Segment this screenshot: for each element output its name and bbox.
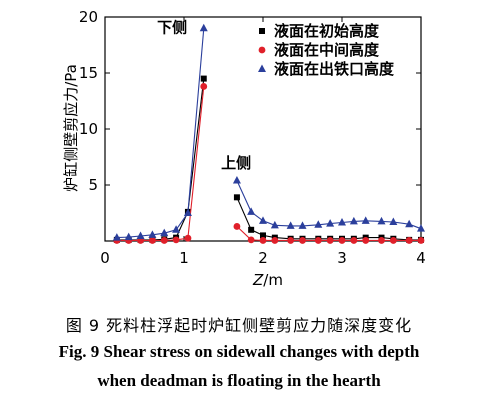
series-triangle [112,23,425,241]
y-tick-label: 10 [79,120,98,138]
data-point [136,231,145,239]
x-tick-label: 2 [258,249,268,267]
legend-entry: 液面在出铁口高度 [274,60,395,78]
caption-english-line1: Fig. 9 Shear stress on sidewall changes … [58,342,420,361]
data-point [247,207,256,215]
data-point [200,75,207,82]
data-point [172,236,180,244]
data-point [326,219,335,227]
y-tick-label: 5 [88,176,98,194]
data-point [184,234,192,242]
data-point [361,216,370,224]
data-point [233,194,240,201]
annotation-label: 下侧 [157,19,187,37]
caption-english-line2: when deadman is floating in the hearth [97,371,381,390]
series-square [113,75,424,243]
legend-entry: 液面在初始高度 [274,22,380,40]
x-axis-unit: /m [263,271,283,289]
data-point [200,83,208,90]
data-point [172,225,181,233]
data-point [377,216,386,225]
legend-entry: 液面在中间高度 [274,41,380,59]
data-point [405,219,414,228]
data-series [112,23,425,244]
data-point [299,237,306,244]
data-point [389,237,397,244]
data-point [417,224,425,232]
data-point [378,237,385,244]
x-tick-label: 4 [416,249,426,267]
x-tick-label: 1 [179,249,189,267]
data-point [199,23,208,32]
y-tick-label: 20 [79,8,98,26]
data-point [350,237,358,244]
data-point [298,221,307,229]
data-point [247,236,255,244]
data-point [183,208,192,216]
x-axis-variable: Z [252,271,264,289]
data-point [389,217,398,225]
series-line [116,86,205,241]
data-point [286,221,295,229]
x-axis-label: Z/m [252,271,283,289]
data-point [362,237,370,244]
axis-ticks: 0 1 2 3 4 5 10 15 20 [79,8,426,267]
data-point [417,237,425,244]
data-point [160,228,169,237]
data-point [260,232,266,239]
data-point [270,220,279,229]
legend-marker [258,46,266,54]
data-point [349,216,358,225]
data-point [232,176,241,184]
y-axis-label: 炉缸侧壁剪应力/Pa [62,64,80,192]
data-point [314,237,322,244]
data-point [148,230,157,238]
data-point [160,237,168,244]
caption-chinese: 图 9 死料柱浮起时炉缸侧壁剪应力随深度变化 [65,316,413,335]
series-circle [113,83,425,244]
annotation-label: 上侧 [221,154,251,172]
data-point [259,237,267,244]
data-point [338,237,346,244]
data-point [124,232,133,241]
legend-marker [258,64,266,72]
x-tick-label: 0 [100,249,110,267]
data-point [271,237,279,244]
data-point [405,237,413,244]
legend-marker [259,28,265,34]
data-point [233,223,241,230]
data-point [259,216,267,224]
data-point [287,237,295,244]
data-point [248,226,255,233]
data-point [326,237,334,244]
data-point [338,218,346,226]
data-point [112,233,121,241]
data-point [314,220,323,228]
x-tick-label: 3 [337,249,347,267]
data-point [149,237,156,244]
y-tick-label: 15 [79,64,98,82]
